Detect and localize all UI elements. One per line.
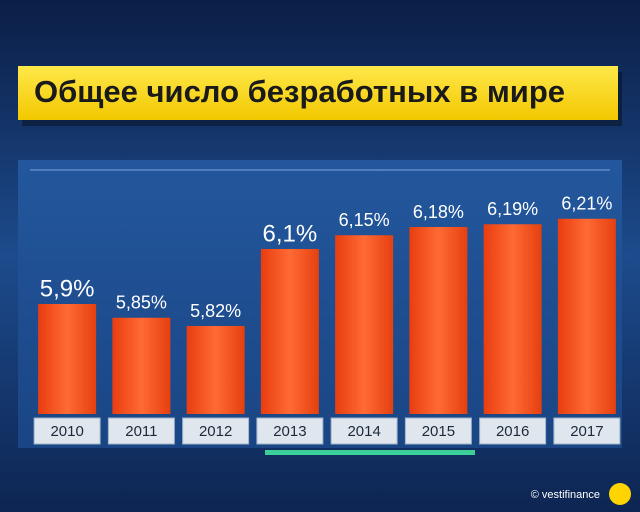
bar [112, 317, 171, 414]
x-tick-label: 2013 [273, 423, 306, 440]
x-tick-label: 2017 [570, 423, 603, 440]
value-label: 6,19% [487, 199, 538, 219]
x-tick-box [553, 417, 621, 445]
x-tick-box [479, 417, 547, 445]
bar [483, 224, 542, 414]
logo [609, 483, 631, 505]
value-label: 6,21% [561, 194, 612, 214]
x-tick-box [256, 417, 324, 445]
bar [260, 249, 319, 414]
x-tick-box [182, 417, 250, 445]
x-tick-box [33, 417, 101, 445]
accent-strip [265, 450, 475, 455]
x-tick-label: 2010 [50, 423, 83, 440]
bar [38, 304, 97, 414]
value-label: 5,85% [116, 293, 167, 313]
x-tick-label: 2012 [199, 423, 232, 440]
value-label: 6,15% [339, 210, 390, 230]
value-label: 5,9% [40, 275, 95, 302]
bar [335, 235, 394, 414]
x-tick-label: 2015 [422, 423, 455, 440]
x-tick-box [404, 417, 472, 445]
chart-title: Общее число безработных в мире [34, 74, 565, 109]
bar [557, 218, 616, 414]
x-tick-box [330, 417, 398, 445]
x-tick-label: 2016 [496, 423, 529, 440]
bar [409, 227, 468, 414]
bar [186, 326, 245, 414]
x-tick-label: 2014 [347, 423, 380, 440]
x-tick-label: 2011 [125, 423, 157, 440]
value-label: 5,82% [190, 301, 241, 321]
value-label: 6,1% [263, 220, 318, 247]
source: © vestifinance [531, 489, 600, 501]
value-label: 6,18% [413, 202, 464, 222]
title-bar [18, 66, 618, 120]
x-tick-box [107, 417, 175, 445]
